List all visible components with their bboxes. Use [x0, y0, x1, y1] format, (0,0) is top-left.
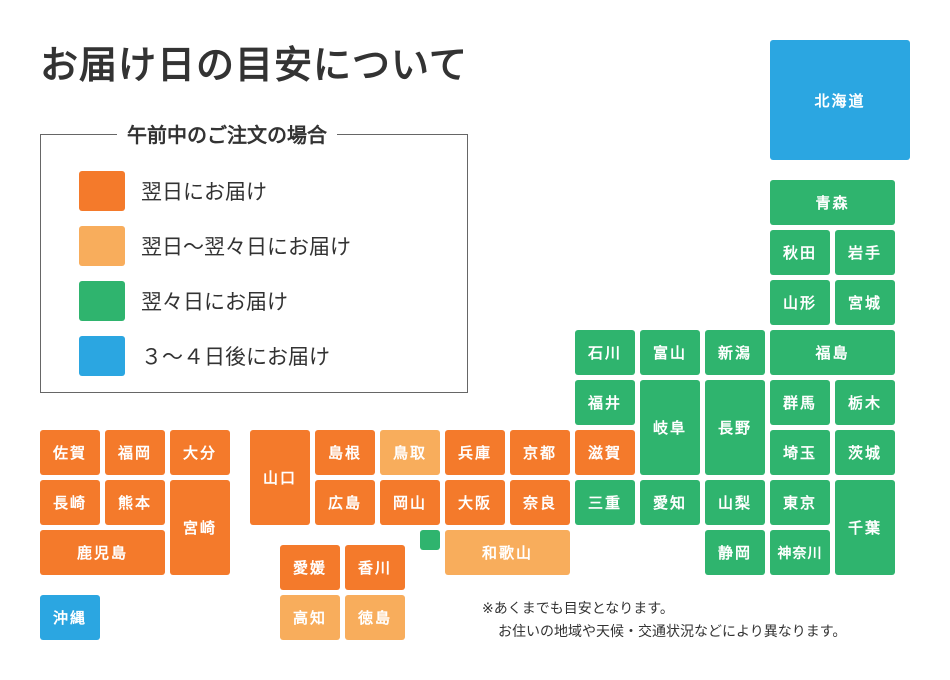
pref-fukushima: 福島 — [770, 330, 895, 375]
pref-oita: 大分 — [170, 430, 230, 475]
pref-tottori: 鳥取 — [380, 430, 440, 475]
legend-label: 翌日にお届け — [141, 180, 267, 204]
pref-ehime: 愛媛 — [280, 545, 340, 590]
pref-shimane: 島根 — [315, 430, 375, 475]
pref-kagoshima: 鹿児島 — [40, 530, 165, 575]
legend-label: 翌日〜翌々日にお届け — [141, 235, 351, 259]
legend-title: 午前中のご注文の場合 — [117, 119, 337, 148]
pref-aomori: 青森 — [770, 180, 895, 225]
pref-hokkaido: 北海道 — [770, 40, 910, 160]
legend-swatch-green — [79, 281, 125, 321]
pref-shiga: 滋賀 — [575, 430, 635, 475]
pref-yamagata: 山形 — [770, 280, 830, 325]
pref-kochi: 高知 — [280, 595, 340, 640]
pref-chiba: 千葉 — [835, 480, 895, 575]
pref-nagasaki: 長崎 — [40, 480, 100, 525]
pref-akita: 秋田 — [770, 230, 830, 275]
note-line-2: お住いの地域や天候・交通状況などにより異なります。 — [498, 624, 847, 640]
pref-wakayama: 和歌山 — [445, 530, 570, 575]
pref-kyoto: 京都 — [510, 430, 570, 475]
pref-hyogo: 兵庫 — [445, 430, 505, 475]
pref-kagawa: 香川 — [345, 545, 405, 590]
pref-yamaguchi: 山口 — [250, 430, 310, 525]
pref-yamanashi: 山梨 — [705, 480, 765, 525]
pref-toyama: 富山 — [640, 330, 700, 375]
legend-swatch-orange — [79, 171, 125, 211]
pref-kanagawa: 神奈川 — [770, 530, 830, 575]
pref-tokyo: 東京 — [770, 480, 830, 525]
pref-osaka: 大阪 — [445, 480, 505, 525]
pref-saitama: 埼玉 — [770, 430, 830, 475]
legend-item-next-day: 翌日にお届け — [79, 171, 267, 211]
note-line-1: ※あくまでも目安となります。 — [482, 601, 674, 617]
pref-aichi: 愛知 — [640, 480, 700, 525]
page-title: お届け日の目安について — [40, 43, 468, 87]
pref-gifu: 岐阜 — [640, 380, 700, 475]
pref-okinawa: 沖縄 — [40, 595, 100, 640]
pref-nara: 奈良 — [510, 480, 570, 525]
legend-item-three-four-days: ３〜４日後にお届け — [79, 336, 330, 376]
legend-swatch-blue — [79, 336, 125, 376]
legend-box: 午前中のご注文の場合 翌日にお届け 翌日〜翌々日にお届け 翌々日にお届け ３〜４… — [40, 119, 468, 393]
pref-hiroshima: 広島 — [315, 480, 375, 525]
awaji-island-marker — [420, 530, 440, 550]
pref-gunma: 群馬 — [770, 380, 830, 425]
pref-ishikawa: 石川 — [575, 330, 635, 375]
pref-miyazaki: 宮崎 — [170, 480, 230, 575]
pref-shizuoka: 静岡 — [705, 530, 765, 575]
pref-nagano: 長野 — [705, 380, 765, 475]
legend-item-next-or-two-days: 翌日〜翌々日にお届け — [79, 226, 351, 266]
pref-miyagi: 宮城 — [835, 280, 895, 325]
pref-saga: 佐賀 — [40, 430, 100, 475]
pref-mie: 三重 — [575, 480, 635, 525]
legend-swatch-light-orange — [79, 226, 125, 266]
pref-ibaraki: 茨城 — [835, 430, 895, 475]
pref-kumamoto: 熊本 — [105, 480, 165, 525]
legend-label: ３〜４日後にお届け — [141, 345, 330, 369]
legend-item-two-days: 翌々日にお届け — [79, 281, 288, 321]
pref-tokushima: 徳島 — [345, 595, 405, 640]
pref-tochigi: 栃木 — [835, 380, 895, 425]
pref-fukuoka: 福岡 — [105, 430, 165, 475]
pref-niigata: 新潟 — [705, 330, 765, 375]
pref-okayama: 岡山 — [380, 480, 440, 525]
legend-label: 翌々日にお届け — [141, 290, 288, 314]
pref-iwate: 岩手 — [835, 230, 895, 275]
pref-fukui: 福井 — [575, 380, 635, 425]
